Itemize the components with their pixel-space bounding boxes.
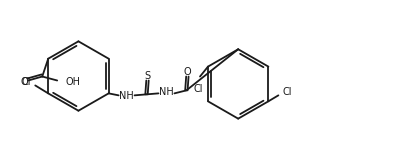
Text: O: O: [183, 67, 191, 77]
Text: Cl: Cl: [282, 87, 291, 97]
Text: NH: NH: [159, 87, 173, 97]
Text: O: O: [20, 77, 28, 88]
Text: OH: OH: [65, 77, 80, 88]
Text: Cl: Cl: [193, 85, 202, 94]
Text: NH: NH: [119, 91, 134, 101]
Text: S: S: [144, 70, 150, 81]
Text: Cl: Cl: [21, 77, 31, 88]
